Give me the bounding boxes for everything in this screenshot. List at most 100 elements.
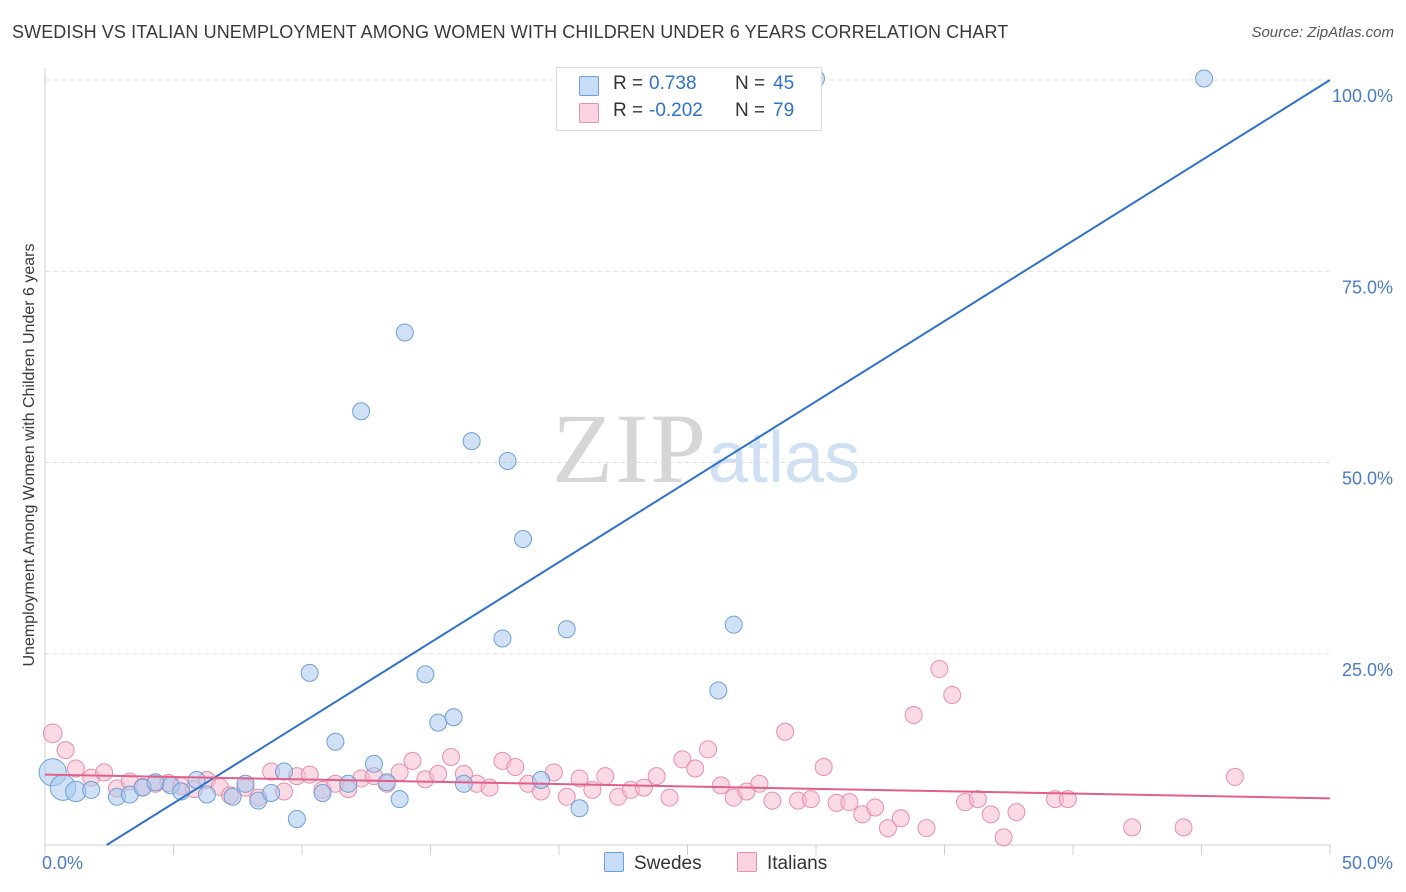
italian-point [480, 778, 499, 797]
italian-point [596, 767, 615, 786]
swede-point [313, 783, 332, 802]
swede-point [724, 615, 743, 634]
italian-point [699, 740, 718, 759]
swede-point [287, 809, 306, 828]
swede-point [275, 762, 294, 781]
trendlines [44, 79, 1331, 846]
axis-layer [44, 68, 1331, 855]
watermark: ZIPatlas [552, 398, 860, 499]
italian-point [403, 751, 422, 770]
watermark-atlas: atlas [708, 418, 861, 498]
legend-item-swedes: Swedes [604, 852, 702, 875]
legend-r-value: -0.202 [649, 100, 703, 121]
swede-point [326, 732, 345, 751]
italian-point [878, 819, 897, 838]
swede-point [82, 780, 101, 799]
swede-point [300, 663, 319, 682]
italian-point [866, 798, 885, 817]
italian-point [557, 787, 576, 806]
italian-point [981, 805, 1000, 824]
tick-labels: 25.0% 50.0% 75.0% 100.0% 0.0% 50.0% [42, 86, 1393, 873]
swede-point [493, 629, 512, 648]
italians-trendline [44, 773, 1331, 800]
legend-r-label: R = [613, 73, 644, 94]
swede-point [352, 402, 371, 421]
italian-point [95, 763, 114, 782]
swede-point [395, 323, 414, 342]
y-tick-label: 75.0% [1342, 277, 1393, 297]
italian-point [686, 759, 705, 778]
swede-point [1195, 69, 1214, 88]
legend-n-value: 45 [773, 73, 795, 94]
x-tick-label: 0.0% [42, 853, 83, 873]
italian-point [801, 790, 820, 809]
italians-swatch [737, 852, 757, 872]
swede-point [498, 451, 517, 470]
swede-point [429, 713, 448, 732]
legend-r-value: 0.738 [649, 73, 697, 94]
correlation-legend: R = 0.738 N = 45 R = -0.202 N = 79 [556, 67, 822, 131]
swede-point [223, 787, 242, 806]
italian-point [763, 791, 782, 810]
swede-point [197, 785, 216, 804]
italian-point [1174, 818, 1193, 837]
swede-point [570, 799, 589, 818]
italian-point [1123, 818, 1142, 837]
source-note: Source: ZipAtlas.com [1251, 24, 1394, 41]
italian-point [570, 769, 589, 788]
legend-n-label: N = [735, 100, 766, 121]
italian-point [904, 705, 923, 724]
italian-point [968, 790, 987, 809]
italian-point [647, 767, 666, 786]
swedes-swatch [604, 852, 624, 872]
italian-point [634, 778, 653, 797]
italian-point [891, 809, 910, 828]
swede-point [236, 774, 255, 793]
italians-points [42, 660, 1244, 847]
swede-point [454, 774, 473, 793]
swede-point [390, 790, 409, 809]
y-tick-label: 25.0% [1342, 660, 1393, 680]
swede-point [557, 620, 576, 639]
chart-title: SWEDISH VS ITALIAN UNEMPLOYMENT AMONG WO… [12, 22, 1009, 42]
swedes-trendline [106, 79, 1331, 846]
y-axis-label: Unemployment Among Women with Children U… [21, 243, 38, 667]
legend-item-italians: Italians [737, 852, 827, 875]
swede-point [364, 754, 383, 773]
italian-point [506, 757, 525, 776]
grid-layer [45, 79, 1330, 655]
italian-point [1058, 790, 1077, 809]
italian-point [994, 828, 1013, 847]
swede-point [514, 530, 533, 548]
italian-point [429, 764, 448, 783]
legend-n-value: 79 [773, 100, 795, 121]
swede-point [377, 773, 396, 792]
italian-point [814, 757, 833, 776]
italian-point [1007, 803, 1026, 822]
legend-label-swedes: Swedes [634, 853, 702, 874]
italian-point [56, 741, 75, 760]
swedes-points [38, 69, 1214, 828]
swede-point [462, 432, 481, 451]
italian-point [66, 759, 85, 778]
italian-point [917, 819, 936, 838]
italian-point [1225, 767, 1244, 786]
swede-point [532, 770, 551, 789]
italian-point [840, 793, 859, 812]
italian-point [660, 788, 679, 807]
italians-swatch [579, 103, 599, 123]
legend-label-italians: Italians [767, 853, 828, 874]
y-tick-label: 100.0% [1332, 86, 1393, 106]
italian-point [750, 774, 769, 793]
italian-point [42, 723, 63, 744]
watermark-zip: ZIP [552, 393, 708, 504]
italian-point [930, 660, 949, 679]
swedes-swatch [579, 76, 599, 96]
swede-point [709, 681, 728, 700]
swede-point [339, 774, 358, 793]
swede-point [416, 665, 435, 684]
legend-n-label: N = [735, 73, 766, 94]
italian-point [776, 722, 795, 741]
swede-point [444, 708, 463, 727]
